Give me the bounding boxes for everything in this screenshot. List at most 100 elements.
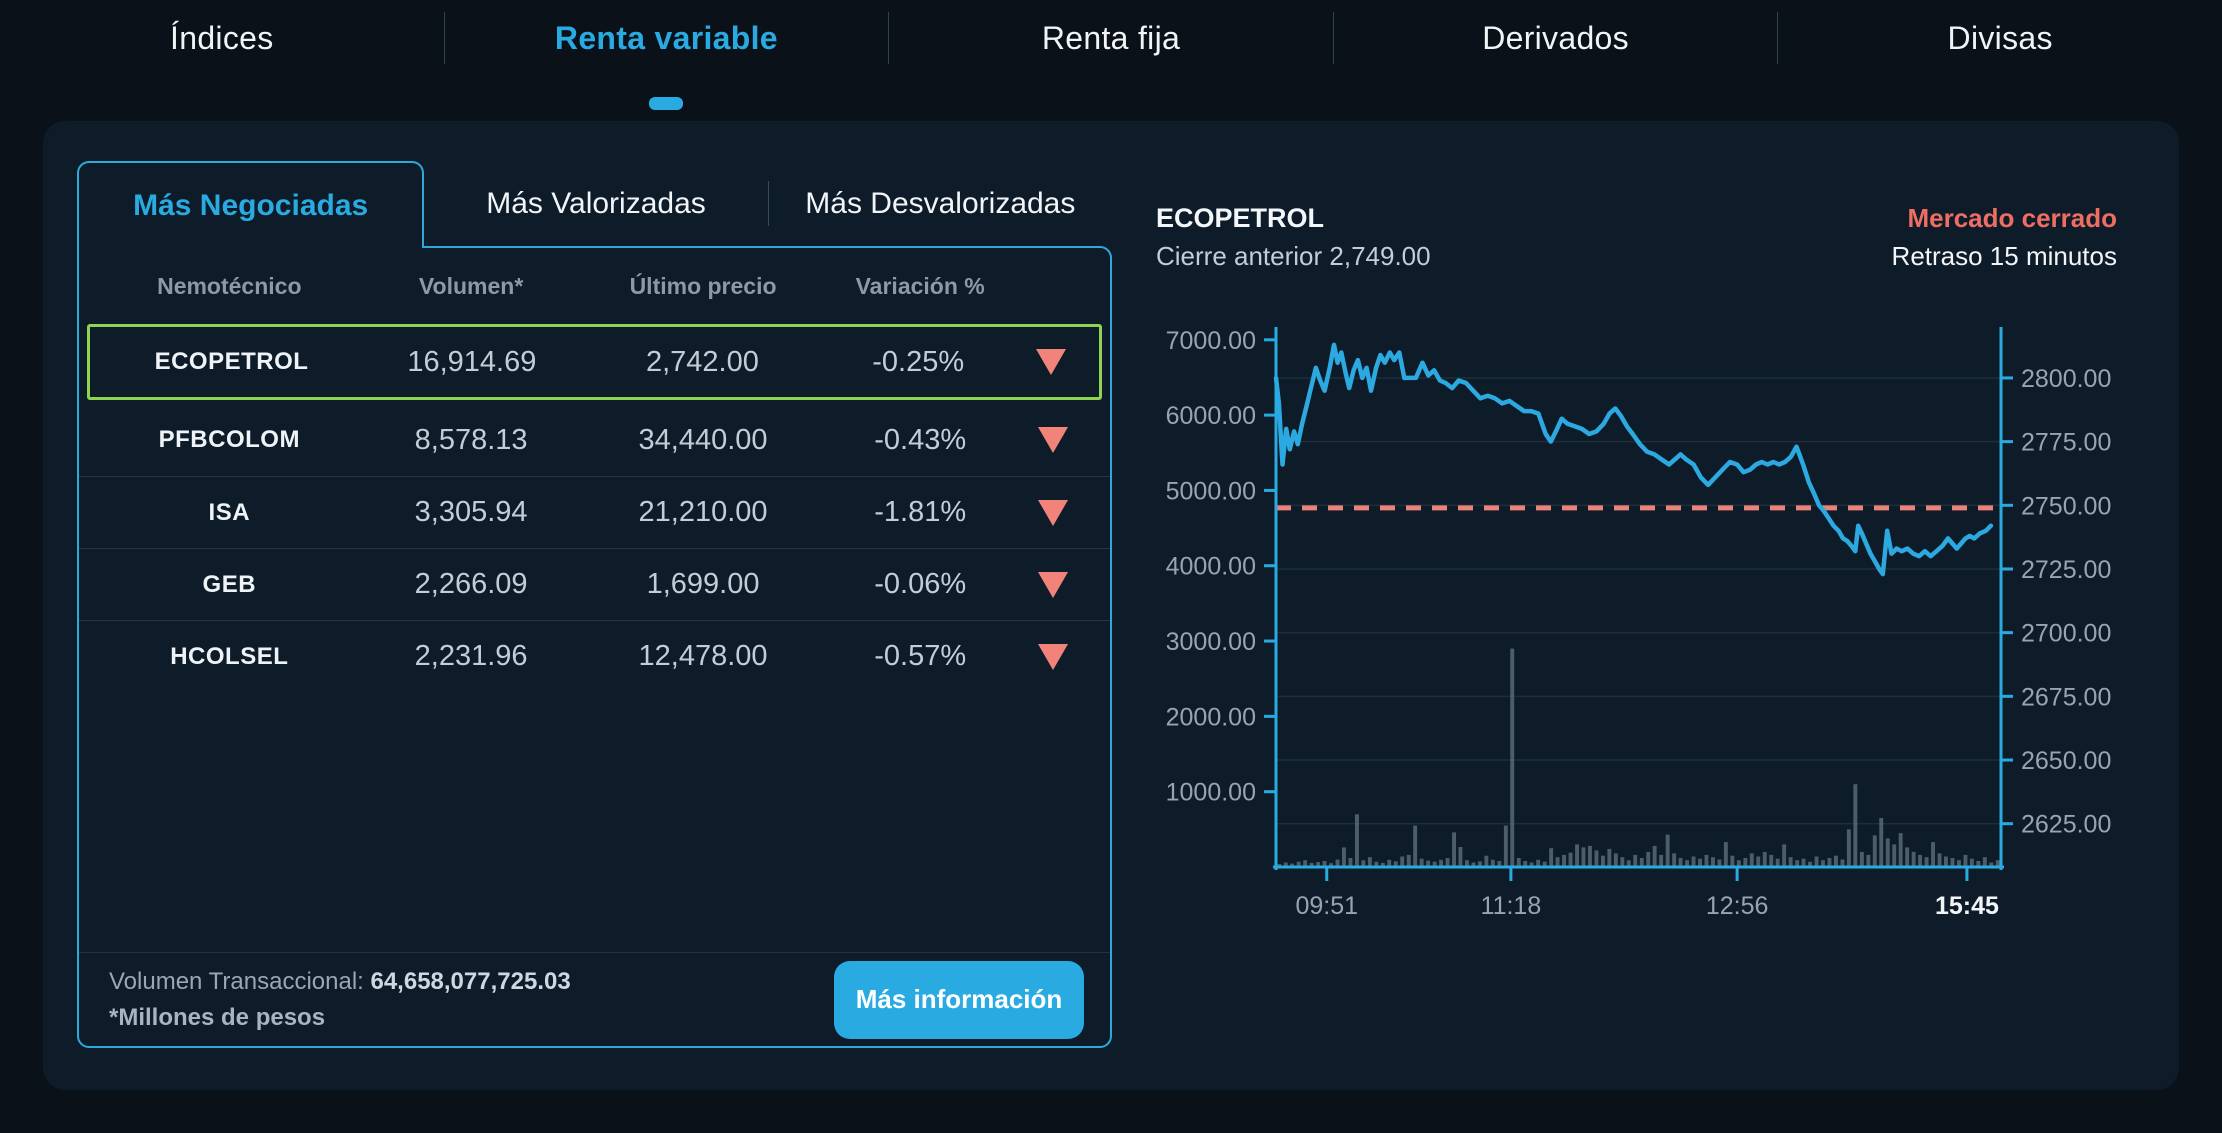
volume-bar (1931, 842, 1935, 867)
table-row-isa[interactable]: ISA 3,305.94 21,210.00 -1.81% (79, 476, 1110, 548)
volume-bar (1542, 861, 1547, 867)
volume-bar (1788, 857, 1793, 867)
volume-bar (1730, 855, 1735, 867)
volume-bar (1659, 854, 1664, 867)
volume-bar (1846, 829, 1851, 867)
volume-bar (1393, 861, 1398, 867)
table-row-ecopetrol[interactable]: ECOPETROL 16,914.69 2,742.00 -0.25% (87, 324, 1102, 400)
volume-bar (1795, 860, 1800, 867)
cell-direction (1019, 499, 1088, 526)
chart-symbol-title: ECOPETROL (1156, 203, 1325, 233)
volume-bar (1840, 859, 1845, 867)
volume-bar (1704, 854, 1709, 867)
volume-bar (1380, 862, 1385, 867)
tab-mas-desvalorizadas[interactable]: Más Desvalorizadas (805, 186, 1076, 220)
nav-item-divisas[interactable]: Divisas (1947, 19, 2053, 56)
column-header-ultimo-precio: Último precio (629, 272, 777, 299)
transactional-volume: Volumen Transaccional: 64,658,077,725.03… (109, 964, 571, 1036)
left-axis-label: 3000.00 (1166, 628, 1256, 656)
volume-bar (1516, 858, 1521, 867)
volume-bar (1866, 854, 1871, 867)
volume-bar (1348, 858, 1353, 867)
cell-change-percent: -0.57% (874, 640, 967, 672)
cell-volume: 3,305.94 (414, 496, 528, 528)
cell-change-percent: -0.43% (874, 423, 967, 456)
volume-bar (1406, 854, 1411, 867)
cell-direction (1019, 643, 1088, 670)
volume-bar (1342, 847, 1346, 867)
volume-bar (1905, 847, 1910, 867)
volume-bar (1859, 851, 1864, 867)
millions-note: *Millones de pesos (109, 1003, 326, 1031)
cell-volume: 2,266.09 (414, 568, 528, 600)
nav-item-renta-variable[interactable]: Renta variable (445, 0, 889, 110)
nav-divider (443, 12, 445, 64)
volume-bar (1918, 854, 1922, 867)
cell-volume: 16,914.69 (407, 345, 537, 378)
nav-item-indices[interactable]: Índices (170, 19, 274, 56)
cell-change-percent: -0.25% (872, 345, 965, 378)
volume-bar (1898, 833, 1903, 867)
cell-volume: 2,231.96 (414, 640, 528, 672)
volume-bar (1529, 862, 1534, 867)
left-axis-label: 2000.00 (1166, 703, 1256, 731)
volume-bar (1853, 784, 1858, 867)
transactional-volume-line: Volumen Transaccional: 64,658,077,725.03 (109, 964, 571, 1000)
volume-bar (1950, 858, 1955, 867)
x-axis-label-12-56: 12:56 (1706, 892, 1769, 920)
volume-bar (1588, 845, 1592, 867)
volume-bar (1490, 859, 1495, 867)
table-row-hcolsel[interactable]: HCOLSEL 2,231.96 12,478.00 -0.57% (79, 620, 1110, 692)
volume-bar (1419, 858, 1424, 867)
volume-bar (1944, 856, 1948, 867)
volume-bar (1782, 844, 1787, 867)
more-info-button[interactable]: Más información (834, 960, 1084, 1039)
active-nav-indicator (649, 97, 684, 110)
main-panel: Más Negociadas Más Valorizadas Más Desvalo… (43, 121, 2179, 1090)
volume-bar (1957, 860, 1961, 867)
volume-bar (1736, 860, 1741, 867)
volume-bar (1989, 862, 1994, 867)
stocks-card: Más Negociadas Más Valorizadas Más Desvalo… (77, 161, 1112, 1048)
volume-bar (1756, 856, 1761, 867)
tab-mas-valorizadas[interactable]: Más Valorizadas (486, 186, 706, 220)
triangle-down-icon (1038, 427, 1069, 453)
volume-bar (1581, 847, 1586, 867)
volume-bar (1497, 861, 1502, 867)
volume-bar (1465, 860, 1469, 867)
table-row-geb[interactable]: GEB 2,266.09 1,699.00 -0.06% (79, 548, 1110, 620)
volume-bar (1879, 818, 1884, 867)
cell-direction (1016, 349, 1085, 375)
triangle-down-icon (1035, 349, 1066, 375)
volume-bar (1322, 861, 1327, 867)
nav-item-renta-fija[interactable]: Renta fija (1041, 19, 1181, 56)
volume-bar (1355, 814, 1359, 867)
table-row-pfbcolom[interactable]: PFBCOLOM 8,578.13 34,440.00 -0.43% (79, 404, 1110, 476)
volume-bar (1976, 861, 1981, 867)
right-axis-label: 2625.00 (2021, 811, 2111, 839)
left-axis-label: 4000.00 (1166, 553, 1256, 581)
volume-bar (1458, 847, 1463, 867)
volume-bar (1536, 859, 1541, 867)
volume-bar (1607, 848, 1612, 867)
cell-last-price: 21,210.00 (638, 496, 768, 528)
volume-bar (1801, 858, 1806, 867)
tab-mas-negociadas[interactable]: Más Negociadas (77, 161, 425, 248)
volume-bar (1698, 858, 1702, 867)
cell-last-price: 2,742.00 (645, 345, 759, 378)
nav-item-derivados[interactable]: Derivados (1482, 19, 1629, 56)
volume-bar (1821, 860, 1825, 867)
volume-bar (1969, 858, 1974, 867)
cell-last-price: 12,478.00 (638, 640, 768, 672)
right-axis-label: 2800.00 (2021, 365, 2111, 393)
volume-bar (1717, 859, 1722, 867)
volume-bar (1503, 825, 1508, 867)
right-axis-label: 2650.00 (2021, 747, 2111, 775)
chart-previous-close: Cierre anterior 2,749.00 (1156, 241, 1431, 271)
volume-bar (1678, 858, 1683, 867)
volume-bar (1549, 848, 1554, 867)
volume-bar (1769, 854, 1774, 867)
volume-bar (1982, 857, 1987, 867)
volume-bar (1872, 835, 1877, 867)
